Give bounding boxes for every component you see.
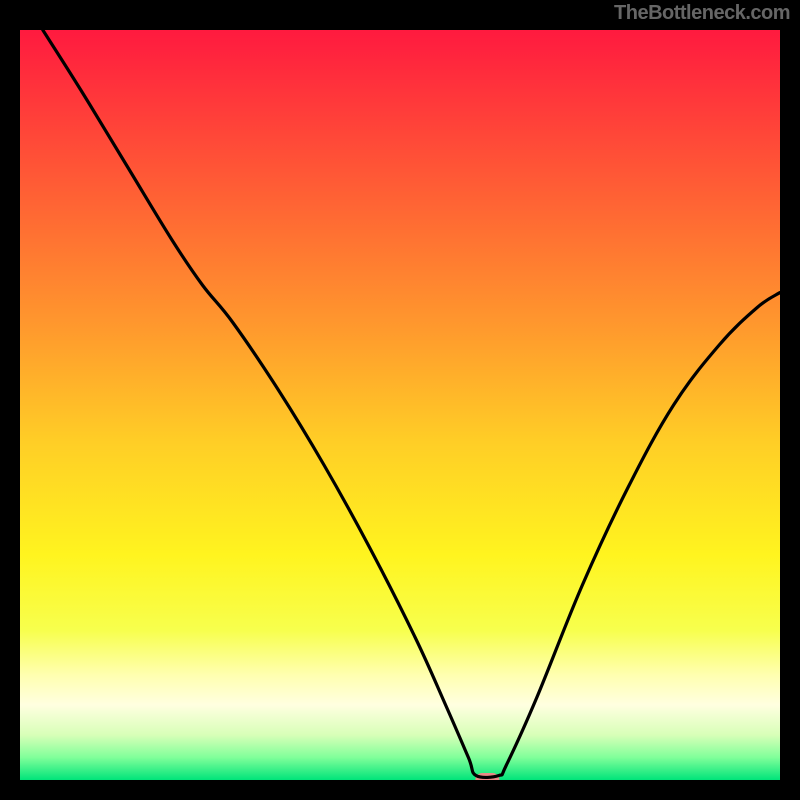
chart-frame: TheBottleneck.com: [0, 0, 800, 800]
attribution-label: TheBottleneck.com: [614, 2, 790, 25]
bottleneck-chart: [0, 0, 800, 800]
